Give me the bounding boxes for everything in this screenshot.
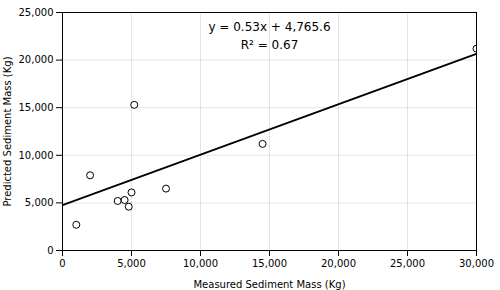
- svg-text:Measured Sediment Mass (Kg): Measured Sediment Mass (Kg): [193, 279, 345, 290]
- svg-text:0: 0: [47, 245, 53, 256]
- svg-text:5,000: 5,000: [25, 197, 54, 208]
- svg-text:Predicted Sediment Mass (Kg): Predicted Sediment Mass (Kg): [2, 56, 13, 206]
- svg-text:0: 0: [59, 258, 65, 269]
- svg-text:25,000: 25,000: [390, 258, 425, 269]
- svg-text:30,000: 30,000: [459, 258, 494, 269]
- svg-text:20,000: 20,000: [321, 258, 356, 269]
- svg-text:10,000: 10,000: [183, 258, 218, 269]
- svg-text:15,000: 15,000: [19, 102, 54, 113]
- svg-text:10,000: 10,000: [19, 150, 54, 161]
- svg-text:y = 0.53x + 4,765.6R² = 0.67: y = 0.53x + 4,765.6R² = 0.67: [208, 20, 330, 52]
- svg-text:5,000: 5,000: [117, 258, 146, 269]
- svg-text:15,000: 15,000: [252, 258, 287, 269]
- svg-text:20,000: 20,000: [19, 54, 54, 65]
- svg-text:25,000: 25,000: [19, 7, 54, 18]
